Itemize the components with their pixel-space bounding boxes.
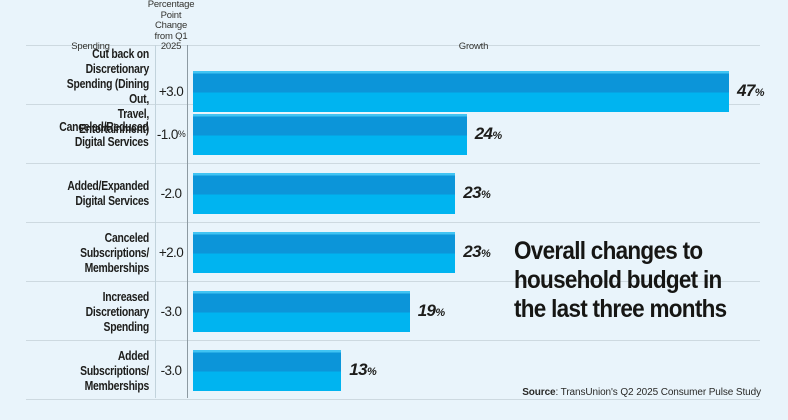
growth-cell: 24%: [187, 105, 760, 163]
growth-percent-sign: %: [481, 189, 491, 201]
growth-bar: [193, 349, 342, 391]
point-change-cell: -3.0: [155, 282, 187, 340]
growth-cell: 23%: [187, 164, 760, 222]
table-row: Increased Discretionary Spending -3.0 19…: [26, 282, 760, 341]
growth-value-label: 24%: [474, 124, 503, 144]
growth-value-number: 23: [463, 242, 482, 261]
growth-bar: [193, 172, 456, 214]
growth-value-number: 47: [737, 81, 755, 100]
growth-percent-sign: %: [492, 130, 502, 142]
spending-label: Added/Expanded Digital Services: [67, 178, 149, 208]
point-change-value: +3.0: [158, 83, 184, 99]
growth-bar: [193, 113, 467, 155]
growth-cell: 19%: [187, 282, 760, 340]
table-row: Canceled/Reduced Digital Services -1.0% …: [26, 105, 760, 164]
point-change-cell: -3.0: [155, 341, 187, 399]
point-change-value: -1.0: [156, 126, 178, 142]
point-change-value: -3.0: [160, 362, 182, 378]
point-change-cell: +3.0: [155, 46, 187, 136]
source-note: Source: TransUnion's Q2 2025 Consumer Pu…: [520, 387, 763, 398]
growth-bar: [193, 70, 729, 112]
growth-bar: [193, 290, 410, 332]
spending-label: Canceled Subscriptions/ Memberships: [80, 229, 149, 275]
growth-value-number: 23: [463, 183, 482, 202]
spending-label-cell: Added Subscriptions/ Memberships: [26, 341, 155, 399]
bar-axis-line: [187, 45, 188, 398]
point-change-percent-sign: %: [177, 129, 186, 139]
table-row: Added Subscriptions/ Memberships -3.0 13…: [26, 341, 760, 400]
growth-value-number: 19: [417, 301, 436, 320]
growth-value-number: 13: [349, 360, 368, 379]
growth-cell: 23%: [187, 223, 760, 281]
spending-label-cell: Canceled Subscriptions/ Memberships: [26, 223, 155, 281]
label-column-divider-line: [155, 45, 156, 398]
spending-label-cell: Added/Expanded Digital Services: [26, 164, 155, 222]
point-change-cell: +2.0: [155, 223, 187, 281]
point-change-value: -2.0: [160, 185, 182, 201]
point-change-column-header: Percentage Point Change from Q1 2025: [148, 0, 195, 55]
source-label: Source: [522, 387, 556, 398]
spending-label-cell: Increased Discretionary Spending: [26, 282, 155, 340]
point-change-value: -3.0: [160, 303, 182, 319]
chart-table: Spending Percentage Point Change from Q1…: [26, 0, 765, 400]
point-change-value: +2.0: [158, 244, 184, 260]
growth-bar: [193, 231, 456, 273]
growth-value-label: 47%: [737, 81, 765, 101]
growth-value-label: 23%: [463, 183, 491, 203]
spending-label-cell: Cut back on Discretionary Spending (Dini…: [26, 46, 155, 136]
point-change-cell: -2.0: [155, 164, 187, 222]
spending-label: Cut back on Discretionary Spending (Dini…: [66, 46, 149, 136]
chart-title: Overall changes to household budget in t…: [514, 237, 727, 323]
spending-column-header: Spending: [71, 40, 110, 52]
chart-rows: Cut back on Discretionary Spending (Dini…: [26, 46, 765, 400]
growth-percent-sign: %: [481, 248, 491, 260]
spending-label: Increased Discretionary Spending: [85, 288, 150, 334]
growth-cell: 13%: [187, 341, 760, 399]
source-text: : TransUnion's Q2 2025 Consumer Pulse St…: [555, 387, 762, 398]
growth-percent-sign: %: [435, 307, 445, 319]
growth-percent-sign: %: [367, 366, 377, 378]
table-row: Cut back on Discretionary Spending (Dini…: [26, 46, 765, 136]
point-change-column-header-text: Percentage Point Change from Q1 2025: [147, 0, 195, 52]
column-headers: Spending Percentage Point Change from Q1…: [26, 0, 760, 52]
growth-value-label: 13%: [349, 360, 377, 380]
spending-label: Added Subscriptions/ Memberships: [80, 347, 149, 393]
growth-value-number: 24: [474, 124, 493, 143]
growth-value-label: 19%: [417, 301, 446, 321]
growth-cell: 47%: [187, 46, 765, 136]
spending-label-cell: Canceled/Reduced Digital Services: [26, 105, 155, 163]
table-row: Canceled Subscriptions/ Memberships +2.0…: [26, 223, 760, 282]
growth-column-header: Growth: [458, 40, 489, 52]
spending-label: Canceled/Reduced Digital Services: [59, 119, 149, 149]
table-row: Added/Expanded Digital Services -2.0 23%: [26, 164, 760, 223]
point-change-cell: -1.0%: [155, 105, 187, 163]
growth-value-label: 23%: [463, 242, 491, 262]
growth-percent-sign: %: [754, 87, 765, 99]
